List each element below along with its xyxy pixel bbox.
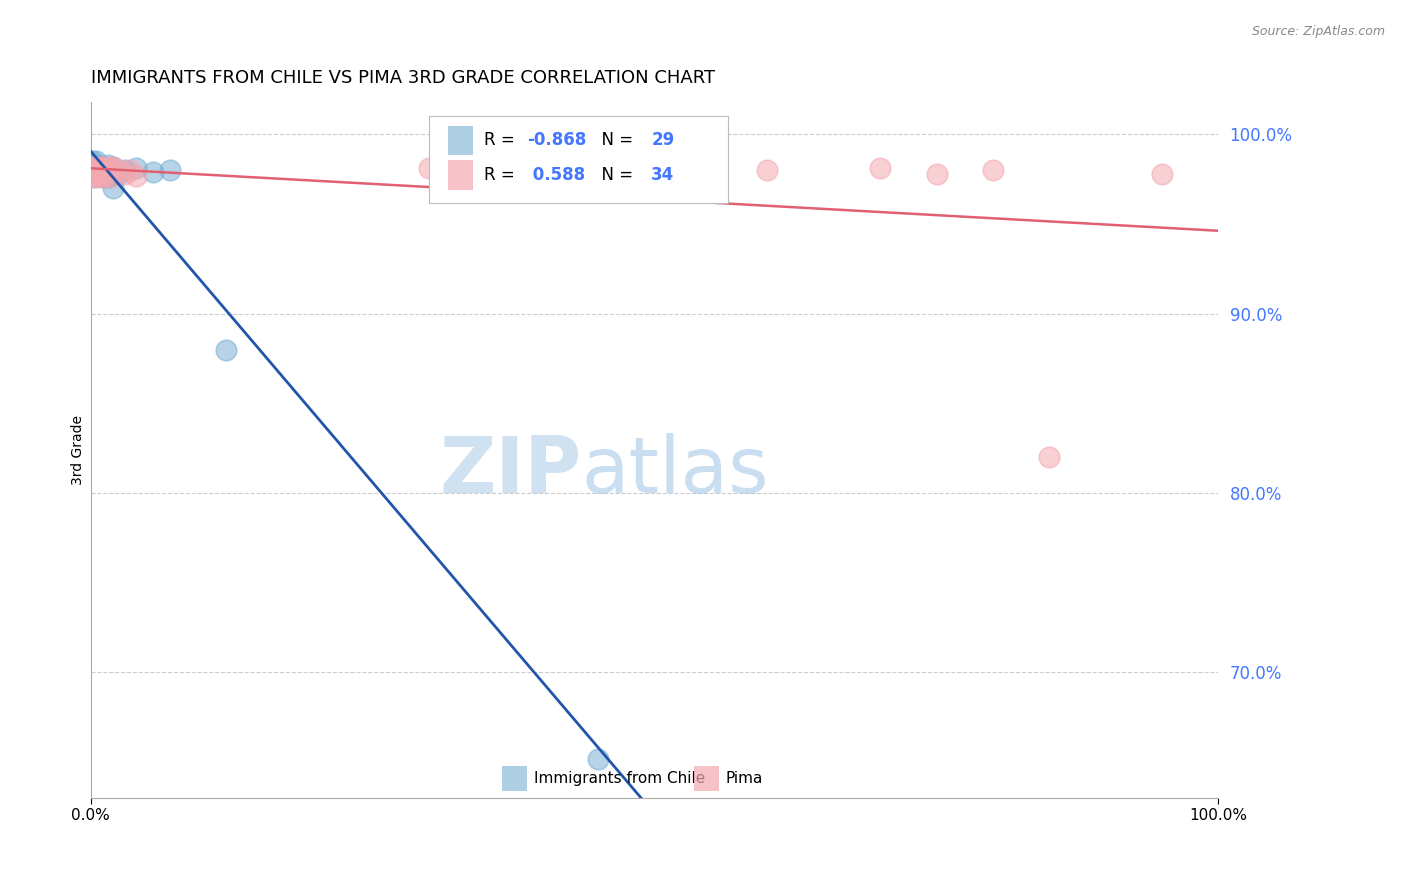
Point	[90, 165, 112, 179]
Point	[756, 163, 779, 178]
Point	[100, 161, 122, 176]
Point	[586, 751, 609, 765]
Text: 34: 34	[651, 166, 675, 184]
Point	[97, 163, 120, 178]
Point	[103, 160, 125, 174]
Point	[215, 343, 238, 357]
Point	[90, 160, 112, 174]
Point	[86, 163, 108, 178]
Point	[925, 167, 948, 181]
Point	[108, 163, 131, 178]
Point	[94, 161, 117, 176]
Text: Source: ZipAtlas.com: Source: ZipAtlas.com	[1251, 25, 1385, 38]
Point	[125, 161, 148, 176]
Point	[91, 163, 114, 178]
Point	[96, 160, 118, 174]
Point	[418, 161, 440, 176]
Text: R =: R =	[484, 166, 520, 184]
Text: IMMIGRANTS FROM CHILE VS PIMA 3RD GRADE CORRELATION CHART: IMMIGRANTS FROM CHILE VS PIMA 3RD GRADE …	[91, 69, 714, 87]
FancyBboxPatch shape	[429, 116, 728, 202]
Point	[89, 169, 111, 183]
Point	[83, 165, 105, 179]
Point	[93, 170, 115, 185]
Point	[125, 169, 148, 183]
Point	[87, 161, 110, 176]
Text: N =: N =	[592, 166, 638, 184]
Point	[97, 170, 120, 185]
Point	[91, 163, 114, 178]
Point	[84, 160, 107, 174]
Point	[981, 163, 1004, 178]
Point	[114, 167, 136, 181]
Point	[86, 169, 108, 183]
Point	[869, 161, 891, 176]
FancyBboxPatch shape	[449, 161, 472, 190]
FancyBboxPatch shape	[502, 766, 527, 791]
Point	[142, 165, 165, 179]
Text: N =: N =	[592, 131, 638, 149]
Point	[86, 165, 108, 179]
Y-axis label: 3rd Grade: 3rd Grade	[72, 415, 86, 485]
Point	[120, 163, 142, 178]
Point	[97, 163, 120, 178]
Point	[87, 161, 110, 176]
Point	[1152, 167, 1174, 181]
Point	[94, 169, 117, 183]
Point	[80, 154, 103, 169]
Point	[108, 167, 131, 181]
Point	[80, 167, 103, 181]
Text: -0.868: -0.868	[527, 131, 586, 149]
Point	[114, 163, 136, 178]
Point	[84, 161, 107, 176]
Point	[86, 170, 108, 185]
Point	[159, 163, 181, 178]
FancyBboxPatch shape	[695, 766, 718, 791]
Point	[82, 160, 104, 174]
Point	[89, 167, 111, 181]
Text: 0.588: 0.588	[527, 166, 585, 184]
Text: Immigrants from Chile: Immigrants from Chile	[534, 771, 706, 786]
Text: ZIP: ZIP	[439, 433, 581, 509]
Point	[91, 160, 114, 174]
FancyBboxPatch shape	[449, 126, 472, 155]
Point	[100, 169, 122, 183]
Point	[1038, 450, 1060, 465]
Point	[103, 160, 125, 174]
Text: atlas: atlas	[581, 433, 769, 509]
Point	[97, 158, 120, 172]
Point	[83, 163, 105, 178]
Point	[86, 154, 108, 169]
Point	[93, 161, 115, 176]
Point	[644, 169, 666, 183]
Point	[96, 167, 118, 181]
Point	[83, 163, 105, 178]
Point	[530, 160, 553, 174]
Point	[82, 170, 104, 185]
Text: Pima: Pima	[725, 771, 763, 786]
Point	[103, 181, 125, 195]
Point	[84, 167, 107, 181]
Text: R =: R =	[484, 131, 520, 149]
Point	[86, 158, 108, 172]
Text: 29: 29	[651, 131, 675, 149]
Point	[91, 170, 114, 185]
Point	[98, 170, 121, 185]
Point	[97, 165, 120, 179]
